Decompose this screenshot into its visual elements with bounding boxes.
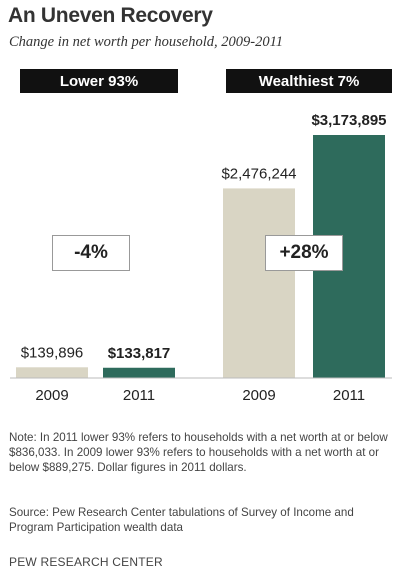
value-label: $2,476,244 <box>221 165 296 182</box>
chart-subtitle: Change in net worth per household, 2009-… <box>9 34 284 50</box>
bar-lower-2011 <box>103 367 175 378</box>
x-tick-label: 2009 <box>35 387 68 404</box>
group-header-wealthiest: Wealthiest 7% <box>226 69 392 93</box>
change-box-wealthiest: +28% <box>265 235 343 271</box>
change-box-lower: -4% <box>52 235 130 271</box>
x-tick-label: 2011 <box>333 387 365 404</box>
x-tick-label: 2011 <box>123 387 155 404</box>
value-label: $139,896 <box>21 344 84 361</box>
chart-source: Source: Pew Research Center tabulations … <box>9 506 354 534</box>
x-tick-label: 2009 <box>242 387 275 404</box>
publisher-credit: PEW RESEARCH CENTER <box>9 555 163 569</box>
chart-title: An Uneven Recovery <box>8 4 213 27</box>
value-label: $133,817 <box>108 345 171 362</box>
chart-note: Note: In 2011 lower 93% refers to househ… <box>9 431 388 474</box>
bar-wealthiest-2009 <box>223 188 295 378</box>
group-header-lower: Lower 93% <box>20 69 178 93</box>
bar-lower-2009 <box>16 367 88 378</box>
value-label: $3,173,895 <box>311 112 386 129</box>
bar-chart: $139,896 2009 $133,817 2011 $2,476,244 2009 $3… <box>10 112 392 404</box>
